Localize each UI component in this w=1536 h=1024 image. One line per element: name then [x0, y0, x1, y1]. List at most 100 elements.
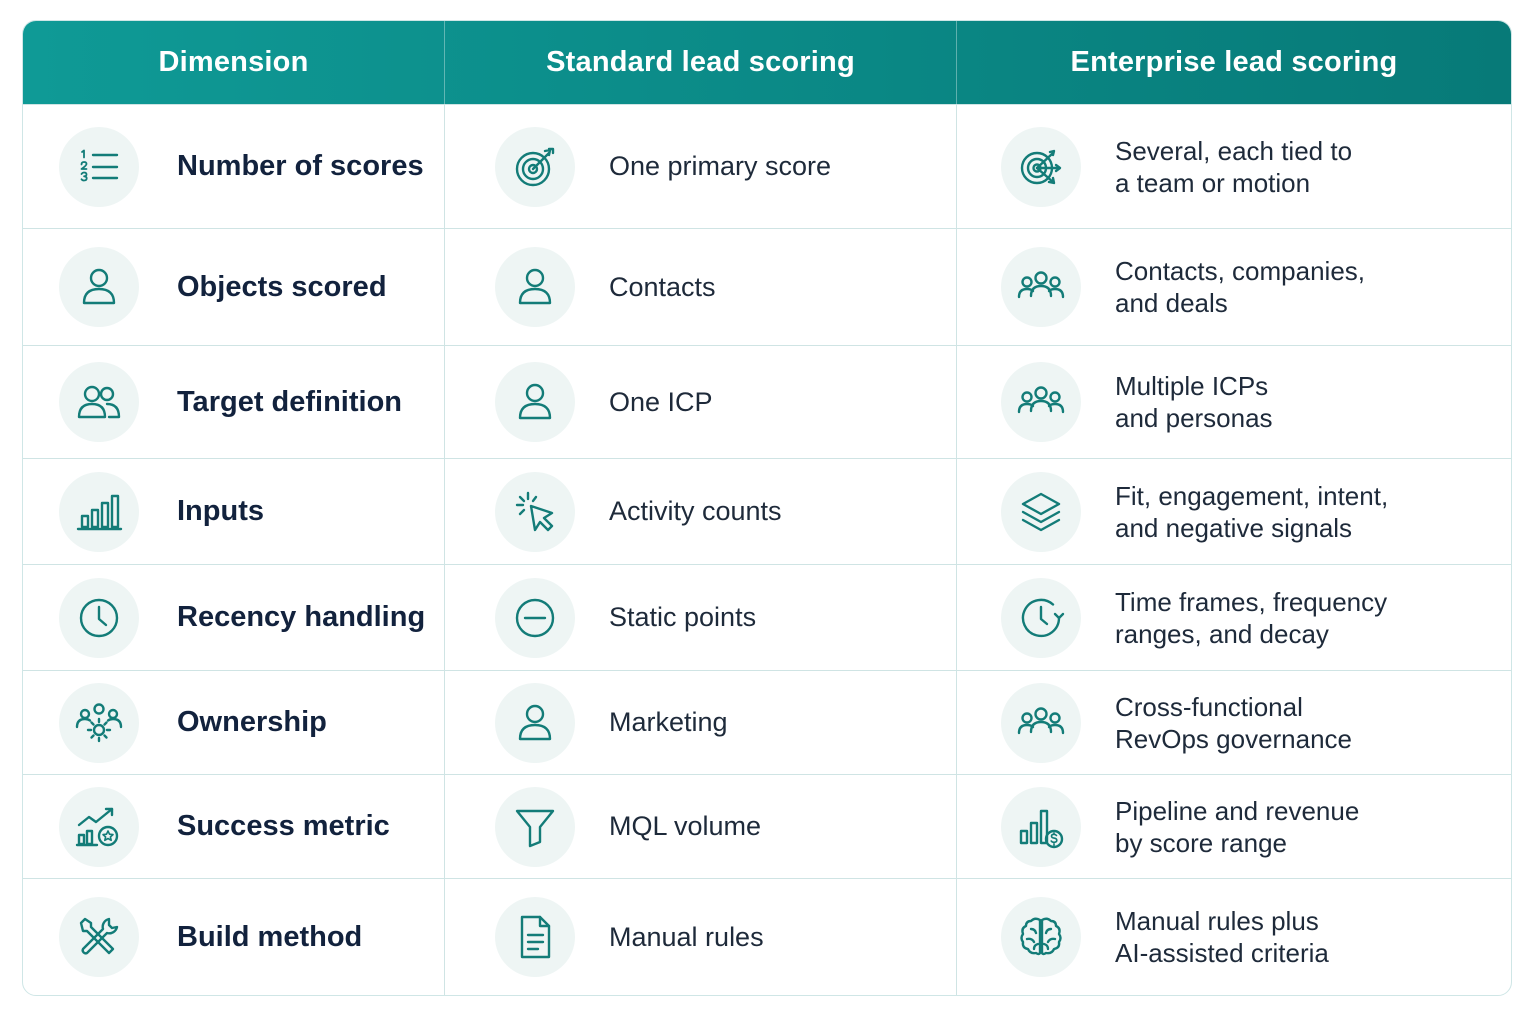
comparison-table: Dimension Standard lead scoring Enterpri… — [22, 20, 1512, 996]
table-row: Recency handling Static points Time fram — [23, 564, 1511, 670]
growth-chart-star-icon — [59, 786, 139, 867]
numbered-list-icon — [59, 126, 139, 207]
two-people-icon — [59, 362, 139, 442]
enterprise-cell: Cross-functional RevOps governance — [956, 671, 1511, 774]
standard-cell: One ICP — [444, 346, 956, 458]
standard-cell: MQL volume — [444, 775, 956, 878]
table-row: Ownership Marketing — [23, 670, 1511, 774]
dimension-cell: Number of scores — [23, 105, 444, 228]
dimension-label: Inputs — [177, 495, 264, 527]
table-row: Inputs Activity counts — [23, 458, 1511, 564]
bar-chart-icon — [59, 471, 139, 552]
enterprise-cell: Manual rules plus AI-assisted criteria — [956, 879, 1511, 995]
standard-label: Activity counts — [609, 496, 782, 526]
standard-label: Marketing — [609, 707, 728, 737]
layers-icon — [1001, 471, 1081, 552]
table-row: Objects scored Contacts — [23, 228, 1511, 345]
enterprise-line: and deals — [1115, 288, 1228, 318]
enterprise-cell: Multiple ICPs and personas — [956, 346, 1511, 458]
enterprise-line: by score range — [1115, 827, 1287, 858]
dimension-label: Objects scored — [177, 270, 387, 303]
header-standard: Standard lead scoring — [444, 21, 956, 104]
enterprise-label: Multiple ICPs and personas — [1115, 370, 1273, 434]
minus-circle-icon — [495, 577, 575, 658]
clock-icon — [59, 577, 139, 658]
standard-cell: Activity counts — [444, 459, 956, 564]
enterprise-line: Contacts, companies, — [1115, 256, 1366, 286]
standard-label: One ICP — [609, 386, 713, 417]
enterprise-line: Several, each tied to — [1115, 135, 1353, 166]
enterprise-cell: Several, each tied to a team or motion — [956, 105, 1511, 228]
header-enterprise: Enterprise lead scoring — [956, 21, 1511, 104]
group-icon — [1001, 682, 1081, 763]
standard-cell: Manual rules — [444, 879, 956, 995]
group-icon — [1001, 247, 1081, 327]
table-header: Dimension Standard lead scoring Enterpri… — [23, 21, 1511, 104]
dimension-cell: Target definition — [23, 346, 444, 458]
table-row: Target definition One ICP — [23, 345, 1511, 458]
cursor-click-icon — [495, 471, 575, 552]
standard-cell: Contacts — [444, 229, 956, 345]
table-row: Number of scores One primary score — [23, 104, 1511, 228]
enterprise-line: AI-assisted criteria — [1115, 938, 1329, 968]
multi-target-icon — [1001, 126, 1081, 207]
header-dimension: Dimension — [158, 46, 309, 78]
dimension-label: Number of scores — [177, 150, 424, 182]
target-icon — [495, 126, 575, 207]
dimension-cell: Build method — [23, 879, 444, 995]
enterprise-line: ranges, and decay — [1115, 618, 1329, 649]
dimension-label: Recency handling — [177, 601, 426, 633]
team-gear-icon — [59, 682, 139, 763]
enterprise-line: Fit, engagement, intent, — [1115, 480, 1389, 511]
person-icon — [495, 682, 575, 763]
dimension-cell: Ownership — [23, 671, 444, 774]
dimension-cell: Success metric — [23, 775, 444, 878]
enterprise-line: Time frames, frequency — [1115, 586, 1388, 617]
person-icon — [495, 247, 575, 327]
enterprise-cell: Time frames, frequency ranges, and decay — [956, 565, 1511, 670]
enterprise-line: Pipeline and revenue — [1115, 795, 1360, 826]
enterprise-cell: Fit, engagement, intent, and negative si… — [956, 459, 1511, 564]
dimension-cell: Recency handling — [23, 565, 444, 670]
enterprise-label: Fit, engagement, intent, and negative si… — [1115, 480, 1388, 544]
dimension-label: Target definition — [177, 385, 403, 418]
standard-cell: Static points — [444, 565, 956, 670]
standard-label: Static points — [609, 602, 757, 632]
enterprise-line: a team or motion — [1115, 167, 1311, 198]
person-icon — [59, 247, 139, 327]
table-row: Success metric MQL volume Pip — [23, 774, 1511, 878]
tools-icon — [59, 897, 139, 977]
dimension-label: Ownership — [177, 706, 327, 738]
dimension-cell: Objects scored — [23, 229, 444, 345]
enterprise-label: Pipeline and revenue by score range — [1115, 795, 1359, 859]
enterprise-line: Multiple ICPs — [1115, 371, 1269, 401]
enterprise-line: Manual rules plus — [1115, 906, 1319, 936]
standard-label: Contacts — [609, 271, 716, 302]
standard-cell: One primary score — [444, 105, 956, 228]
group-icon — [1001, 362, 1081, 442]
dimension-label: Build method — [177, 920, 363, 953]
dimension-cell: Inputs — [23, 459, 444, 564]
enterprise-label: Contacts, companies, and deals — [1115, 255, 1365, 319]
standard-cell: Marketing — [444, 671, 956, 774]
funnel-icon — [495, 786, 575, 867]
enterprise-line: Cross-functional — [1115, 691, 1303, 722]
enterprise-cell: Contacts, companies, and deals — [956, 229, 1511, 345]
standard-label: Manual rules — [609, 921, 764, 952]
enterprise-label: Cross-functional RevOps governance — [1115, 691, 1352, 755]
dimension-label: Success metric — [177, 810, 390, 842]
document-icon — [495, 897, 575, 977]
enterprise-label: Several, each tied to a team or motion — [1115, 135, 1352, 199]
clock-refresh-icon — [1001, 577, 1081, 658]
enterprise-line: and negative signals — [1115, 512, 1353, 543]
table-row: Build method Manual rules — [23, 878, 1511, 995]
enterprise-line: and personas — [1115, 403, 1273, 433]
enterprise-line: RevOps governance — [1115, 723, 1353, 754]
enterprise-label: Time frames, frequency ranges, and decay — [1115, 586, 1387, 650]
brain-icon — [1001, 897, 1081, 977]
chart-dollar-icon — [1001, 786, 1081, 867]
standard-label: MQL volume — [609, 811, 762, 841]
enterprise-label: Manual rules plus AI-assisted criteria — [1115, 905, 1329, 969]
enterprise-cell: Pipeline and revenue by score range — [956, 775, 1511, 878]
person-icon — [495, 362, 575, 442]
